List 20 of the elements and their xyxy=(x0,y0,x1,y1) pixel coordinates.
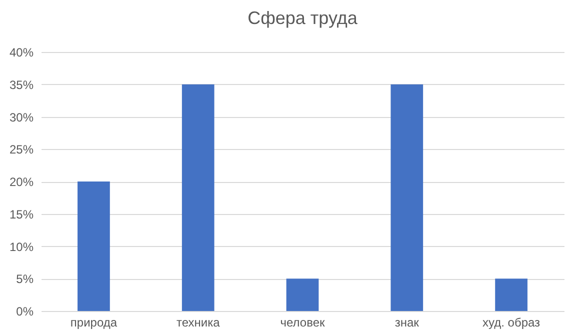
x-tick-label: знак xyxy=(394,316,420,330)
y-tick-label: 5% xyxy=(16,272,34,286)
y-tick-label: 15% xyxy=(9,207,34,222)
bar xyxy=(390,84,424,311)
x-tick-label: техника xyxy=(176,316,220,330)
y-tick-label: 20% xyxy=(9,175,34,189)
y-tick-label: 10% xyxy=(9,240,34,254)
bar xyxy=(495,278,528,311)
y-tick-label: 40% xyxy=(9,46,34,60)
bar xyxy=(78,182,110,311)
x-tick-label: человек xyxy=(280,316,326,330)
bar xyxy=(286,278,319,311)
y-tick-label: 0% xyxy=(16,304,34,318)
chart-title: Сфера труда xyxy=(248,8,358,28)
y-tick-label: 35% xyxy=(9,78,34,92)
bar xyxy=(182,84,214,311)
x-tick-label: природа xyxy=(70,316,118,330)
x-tick-label: худ. образ xyxy=(482,316,541,330)
y-tick-label: 30% xyxy=(9,110,34,124)
y-tick-label: 25% xyxy=(9,142,34,157)
